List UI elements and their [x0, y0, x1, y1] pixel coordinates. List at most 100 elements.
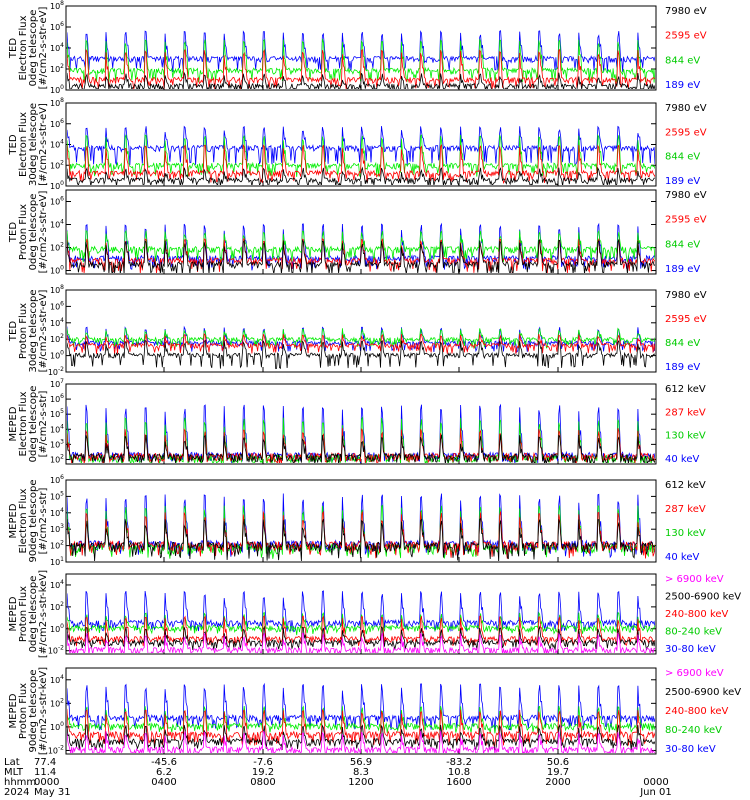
legend-label: 844 eV: [665, 239, 700, 250]
series-trace-black: [67, 71, 655, 89]
y-tick-label: 101: [50, 556, 64, 567]
series-trace-black: [67, 518, 655, 561]
x-tick-date: May 31: [34, 787, 71, 798]
x-tick-mlt: 11.4: [34, 767, 56, 778]
legend-label: 2595 eV: [665, 314, 707, 325]
y-tick-label: 104: [50, 317, 64, 328]
y-tick-label: 105: [50, 408, 64, 419]
series-trace-red: [67, 614, 655, 647]
x-tick-hhmm: 0000: [643, 777, 668, 788]
y-axis-label-line: 0deg telescope: [28, 194, 39, 271]
y-axis-label-line: [#/cm2-s-str-eV]: [38, 7, 49, 90]
y-axis-label-line: 30deg telescope: [28, 103, 39, 186]
x-tick-mlt: 19.7: [547, 767, 569, 778]
y-axis-label-line: TED: [8, 134, 19, 155]
series-trace-red: [67, 332, 655, 355]
x-tick-mlt: 19.2: [252, 767, 274, 778]
legend-label: 612 keV: [665, 480, 706, 491]
legend-label: 189 eV: [665, 176, 700, 187]
legend-label: 844 eV: [665, 55, 700, 66]
y-tick-label: 108: [50, 0, 64, 11]
y-tick-label: 102: [50, 63, 64, 74]
y-tick-label: 100: [50, 350, 64, 361]
x-tick-hhmm: 1200: [348, 777, 373, 788]
series-trace-magenta: [67, 730, 655, 753]
x-row-label-lat: Lat: [4, 757, 20, 768]
y-axis-label: TEDProton Flux0deg telescope[#/cm2-s-str…: [8, 191, 49, 274]
series-trace-blue: [67, 682, 655, 732]
legend-label: > 6900 keV: [665, 668, 724, 679]
legend-label: 7980 eV: [665, 6, 707, 17]
series-trace-green: [67, 327, 655, 349]
x-tick-mlt: 10.8: [448, 767, 470, 778]
y-tick-label: 108: [50, 284, 64, 295]
x-tick-mlt: 8.3: [353, 767, 369, 778]
legend-label: 2595 eV: [665, 127, 707, 138]
y-axis-label-line: Proton Flux: [18, 204, 29, 260]
x-tick-lat: -83.2: [446, 757, 472, 768]
y-tick-label: 106: [50, 118, 64, 129]
y-axis-label-line: Electron Flux: [18, 15, 29, 80]
y-axis-label-line: [#/cm2-s-str-keV]: [38, 570, 49, 658]
y-tick-label: 100: [50, 84, 64, 95]
y-axis-label-line: 30deg telescope: [28, 289, 39, 372]
legend-label: 2500-6900 keV: [665, 592, 741, 603]
series-trace-black: [67, 339, 655, 370]
y-axis-label-line: [#/cm2-s-str-eV]: [38, 290, 49, 373]
y-axis-label-line: MEPED: [8, 693, 19, 728]
y-tick-label: 100: [50, 623, 64, 634]
legend-label: 30-80 keV: [665, 644, 716, 655]
legend-label: 612 keV: [665, 384, 706, 395]
y-axis-label: MEPEDElectron Flux0deg telescope[#/cm2-s…: [8, 386, 49, 463]
y-tick-label: 104: [50, 579, 64, 590]
y-tick-label: 102: [50, 242, 64, 253]
legend-label: 189 eV: [665, 264, 700, 275]
legend-label: 844 eV: [665, 338, 700, 349]
legend-label: 287 keV: [665, 504, 706, 515]
y-axis-label-line: Electron Flux: [18, 112, 29, 177]
legend-label: 844 eV: [665, 152, 700, 163]
legend-label: 130 keV: [665, 431, 706, 442]
y-tick-label: 100: [50, 265, 64, 276]
legend-label: 2595 eV: [665, 215, 707, 226]
x-tick-lat: 56.9: [350, 757, 372, 768]
x-tick-lat: -45.6: [151, 757, 177, 768]
y-tick-label: 104: [50, 674, 64, 685]
y-tick-label: 106: [50, 474, 64, 485]
x-tick-hhmm: 2000: [545, 777, 570, 788]
series-trace-blue: [67, 590, 655, 633]
y-axis-label-line: TED: [8, 321, 19, 342]
y-axis-label-line: [#/cm2-s-str-eV]: [38, 103, 49, 186]
y-axis-label-line: 0deg telescope: [28, 386, 39, 463]
series-trace-blue: [67, 125, 655, 166]
y-axis-label: MEPEDProton Flux0deg telescope[#/cm2-s-s…: [8, 570, 49, 658]
y-tick-label: 108: [50, 97, 64, 108]
y-axis-label-line: Proton Flux: [18, 586, 29, 642]
x-row-label-year: 2024: [4, 787, 29, 798]
y-tick-label: 100: [50, 721, 64, 732]
legend-label: 80-240 keV: [665, 725, 722, 736]
y-axis-label: TEDElectron Flux30deg telescope[#/cm2-s-…: [8, 103, 49, 186]
y-axis-label-line: Proton Flux: [18, 683, 29, 739]
y-tick-label: 104: [50, 139, 64, 150]
y-tick-label: 102: [50, 601, 64, 612]
x-tick-lat: -7.6: [253, 757, 273, 768]
legend-label: 40 keV: [665, 552, 699, 563]
y-axis-label: MEPEDElectron Flux90deg telescope[#/cm2-…: [8, 479, 49, 562]
series-trace-black: [67, 434, 655, 463]
y-axis-label-line: 90deg telescope: [28, 669, 39, 752]
y-tick-label: 106: [50, 196, 64, 207]
legend-label: 7980 eV: [665, 103, 707, 114]
series-trace-magenta: [67, 632, 655, 653]
y-tick-label: 105: [50, 490, 64, 501]
y-tick-label: 100: [50, 180, 64, 191]
legend-label: 30-80 keV: [665, 744, 716, 755]
y-tick-label: 10-2: [48, 366, 64, 377]
series-trace-black: [67, 238, 655, 273]
